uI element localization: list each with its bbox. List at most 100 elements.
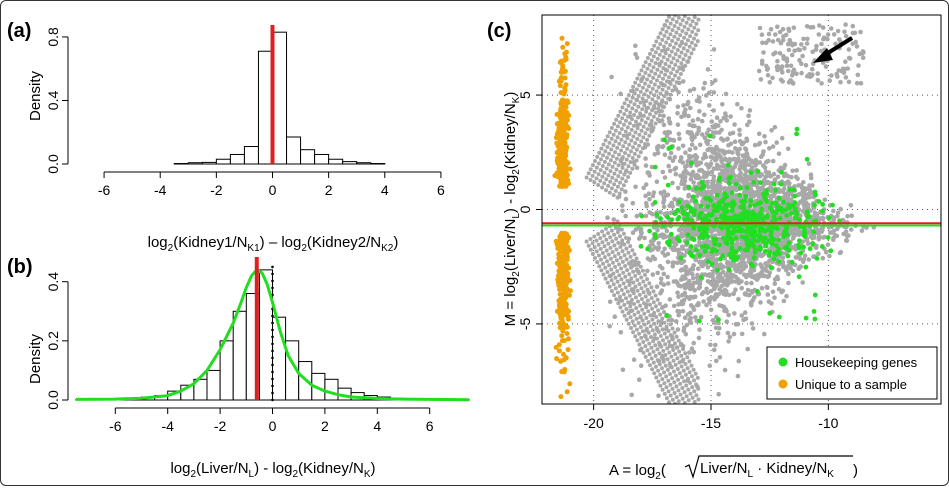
data-point [609,126,614,130]
data-point [798,213,803,219]
data-point [781,199,786,205]
data-point [708,212,714,218]
data-point [643,193,648,199]
data-point [697,142,703,148]
data-point [653,304,658,309]
data-point [642,92,647,97]
data-point [619,187,624,192]
data-point [626,153,631,158]
data-point [596,161,601,166]
data-point [680,79,686,84]
data-point [682,285,688,291]
data-point [844,238,850,243]
data-point [680,65,686,70]
data-point [613,189,618,193]
data-point [553,135,559,141]
data-point [667,79,672,85]
data-point [804,41,810,46]
data-point [814,256,820,261]
data-point [717,355,723,360]
panel-a-histogram: 0.00.40.8-6 -4 -2 0 2 4 6 Density log2(Kidney1… [27,25,445,254]
data-point [623,264,627,268]
data-point [651,349,656,354]
data-point [658,319,664,325]
data-point [624,179,628,184]
data-point [725,172,731,177]
data-point [775,58,780,64]
data-point [622,253,627,258]
data-point [619,157,624,162]
data-point [763,243,769,249]
data-point [668,372,672,376]
data-point [717,230,722,235]
data-point [670,344,675,349]
data-point [818,216,823,221]
data-point [833,41,838,47]
data-point [682,15,687,19]
data-point [748,252,754,257]
sqrt-sign [684,455,853,480]
data-point [566,247,572,253]
data-point [693,145,698,151]
data-point [647,341,652,346]
data-point [667,130,673,135]
label-segment: (Liver/N [196,460,249,477]
data-point [656,245,662,250]
data-point [846,233,851,238]
data-point [642,235,647,241]
data-point [716,320,721,326]
data-point [648,101,653,106]
data-point [786,202,791,208]
data-point [607,323,612,329]
data-point [668,137,673,143]
data-point [683,53,688,57]
data-point [794,71,799,76]
data-point [611,154,615,159]
x-tick-label: 6 [426,418,434,434]
data-point [750,160,756,165]
x-label-close: ) [853,462,858,479]
x-tick-label: -15 [701,415,721,431]
x-tick-label: 2 [325,182,333,198]
data-point [643,283,648,288]
data-point [757,174,763,179]
data-point [620,161,626,167]
data-point [843,229,849,234]
data-point [705,189,711,195]
data-point [641,340,646,344]
data-point [702,272,708,277]
data-point [708,342,713,348]
data-point [640,85,645,90]
data-point [601,272,606,277]
data-point [860,55,866,60]
data-point [660,82,666,87]
data-point [831,215,836,220]
data-point [797,256,803,262]
data-point [697,318,702,324]
data-point [768,206,774,211]
data-point [804,195,810,200]
data-point [636,310,641,315]
data-point [662,44,666,49]
data-point [738,185,743,191]
data-point [677,238,682,244]
data-point [815,77,821,83]
data-point [648,257,653,263]
data-point [656,85,661,90]
data-point [562,85,568,91]
data-point [667,120,673,125]
data-point [686,192,692,198]
data-point [815,71,820,76]
data-point [801,227,807,233]
data-point [633,141,638,146]
data-point [680,343,686,349]
data-point [736,177,742,182]
data-point [605,134,610,139]
histogram-bar [300,149,316,165]
data-point [660,316,665,321]
data-point [561,58,567,64]
data-point [633,295,638,300]
data-point [564,112,570,118]
data-point [627,142,632,147]
histogram-bar [187,162,203,165]
